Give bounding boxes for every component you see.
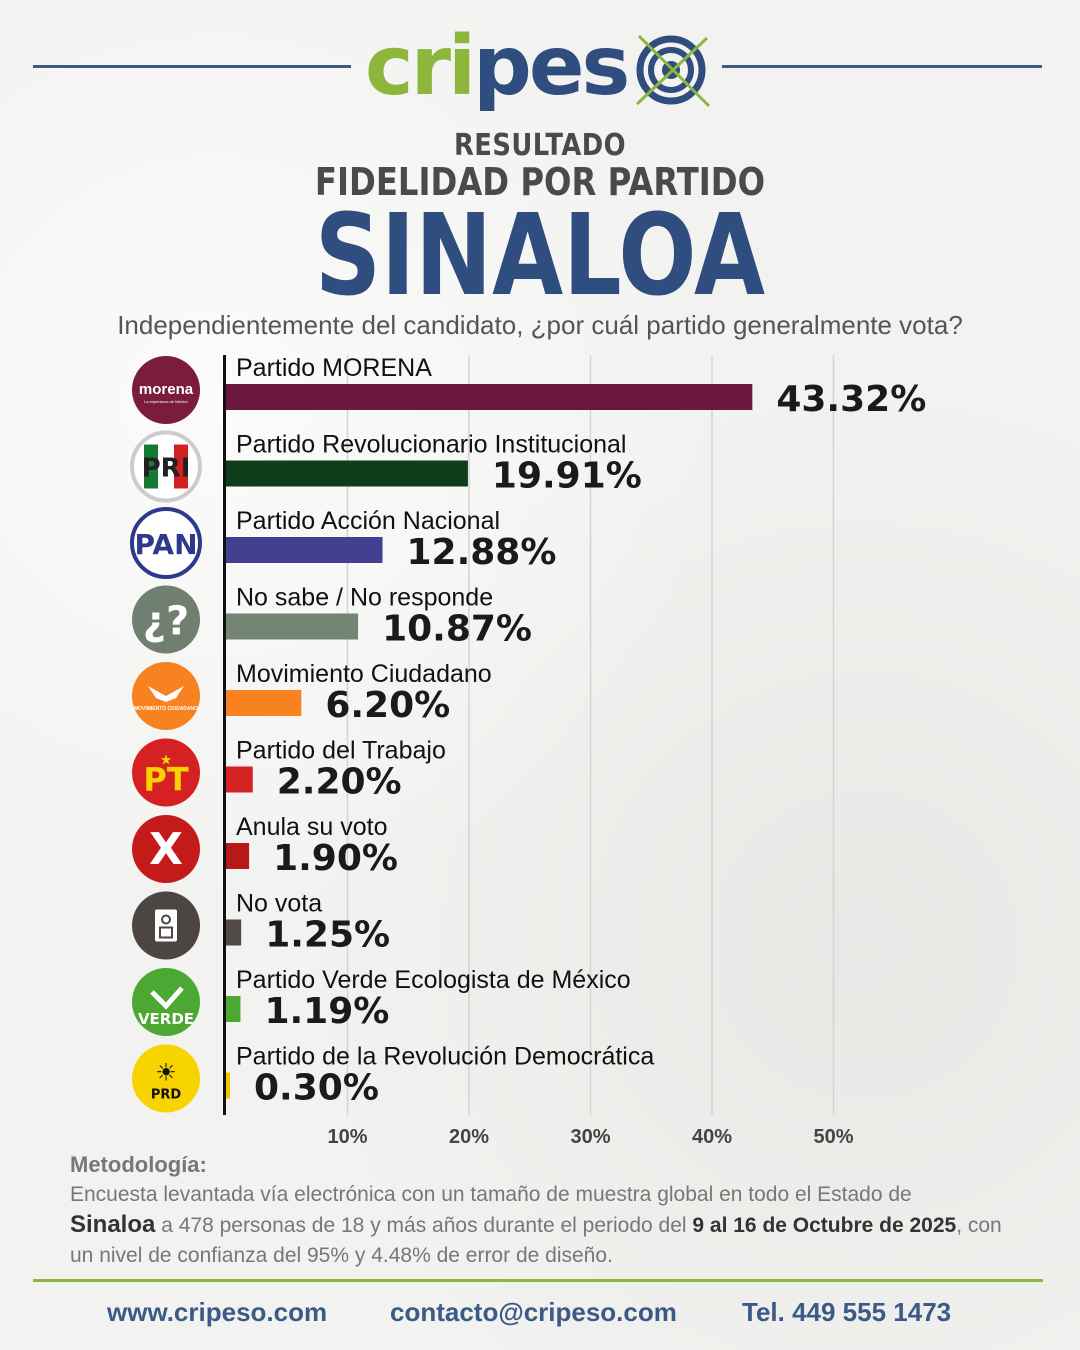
bar bbox=[226, 1072, 230, 1099]
methodology-line1: Encuesta levantada vía electrónica con u… bbox=[70, 1183, 912, 1206]
pan-logo bbox=[130, 507, 202, 579]
pt-logo-text: PT bbox=[143, 761, 188, 799]
bar-category-label: Movimiento Ciudadano bbox=[236, 660, 492, 688]
bar bbox=[226, 384, 753, 410]
question-icon bbox=[132, 585, 200, 654]
bar bbox=[226, 843, 250, 869]
question-icon-text: ¿? bbox=[143, 599, 189, 645]
methodology-text: Encuesta levantada vía electrónica con u… bbox=[70, 1180, 1020, 1271]
bar-category-label: Anula su voto bbox=[236, 813, 388, 841]
bar-category-label: Partido Revolucionario Institucional bbox=[236, 431, 627, 459]
header-line-left bbox=[33, 65, 351, 68]
sun-icon: ☀ bbox=[155, 1059, 177, 1087]
eagle-icon bbox=[148, 686, 184, 702]
bar-chart: 10% 20% 30% 40% 50% Partido MORENA 43.32% moren… bbox=[130, 354, 926, 1148]
bar-category-label: No vota bbox=[236, 890, 322, 918]
methodology-title: Metodología: bbox=[70, 1152, 207, 1177]
cross-icon bbox=[132, 815, 200, 883]
bar-value-label: 6.20% bbox=[325, 685, 450, 726]
survey-question: Independientemente del candidato, ¿por c… bbox=[117, 310, 963, 340]
title-resultado: RESULTADO bbox=[454, 128, 626, 163]
check-icon bbox=[150, 986, 184, 1010]
bar-value-label: 1.25% bbox=[265, 915, 390, 956]
x-tick-label: 50% bbox=[813, 1126, 853, 1148]
bar-value-label: 10.87% bbox=[382, 609, 532, 650]
bar-value-label: 19.91% bbox=[492, 456, 642, 497]
morena-logo-subtext: La esperanza de México bbox=[144, 399, 188, 404]
bar-value-label: 43.32% bbox=[776, 379, 926, 420]
footer-website[interactable]: www.cripeso.com bbox=[107, 1297, 328, 1327]
title-fidelidad: FIDELIDAD POR PARTIDO bbox=[314, 160, 766, 204]
ballot-box-icon bbox=[159, 926, 173, 939]
bar bbox=[226, 919, 242, 946]
bar bbox=[226, 996, 241, 1022]
bar-value-label: 2.20% bbox=[277, 762, 402, 803]
cross-icon-text: X bbox=[149, 824, 183, 875]
star-icon: ★ bbox=[160, 753, 173, 769]
methodology-mid: a 478 personas de 18 y más años durante … bbox=[155, 1214, 693, 1237]
methodology-end: , con un nivel de confianza del 95% y 4.… bbox=[70, 1214, 1002, 1267]
pan-logo-text: PAN bbox=[134, 528, 197, 561]
title-state: SINALOA bbox=[314, 191, 766, 321]
prd-logo-text: PRD bbox=[151, 1088, 182, 1103]
logo-text-cri: cri bbox=[365, 19, 476, 114]
bar-category-label: Partido Acción Nacional bbox=[236, 507, 500, 535]
methodology-block: Metodología: Encuesta levantada vía elec… bbox=[70, 1150, 1020, 1271]
footer-phone[interactable]: Tel. 449 555 1473 bbox=[742, 1297, 952, 1327]
bar-value-label: 0.30% bbox=[254, 1068, 379, 1109]
bar-value-label: 12.88% bbox=[406, 532, 556, 573]
methodology-state: Sinaloa bbox=[70, 1211, 156, 1238]
cripeso-logo: cripes bbox=[365, 22, 715, 114]
x-tick-label: 20% bbox=[449, 1126, 489, 1148]
bar bbox=[226, 460, 468, 487]
verde-logo-text: VERDE bbox=[138, 1010, 194, 1028]
bar-category-label: Partido Verde Ecologista de México bbox=[236, 966, 631, 994]
bar-category-label: Partido de la Revolución Democrática bbox=[236, 1043, 654, 1071]
bar-value-label: 1.19% bbox=[264, 991, 389, 1032]
bar-category-label: Partido del Trabajo bbox=[236, 737, 446, 765]
bar bbox=[226, 690, 302, 716]
header-line-right bbox=[722, 65, 1042, 68]
bar-value-label: 1.90% bbox=[273, 838, 398, 879]
footer-divider bbox=[33, 1279, 1043, 1282]
mc-logo-text: MOVIMIENTO CIUDADANO bbox=[134, 706, 198, 712]
morena-logo bbox=[132, 356, 200, 424]
target-icon bbox=[635, 34, 711, 108]
x-tick-label: 40% bbox=[692, 1126, 732, 1148]
bar-category-label: Partido MORENA bbox=[236, 354, 432, 382]
ballot-person-icon bbox=[161, 914, 171, 925]
pri-red-stripe bbox=[174, 444, 188, 489]
x-tick-label: 30% bbox=[570, 1126, 610, 1148]
prd-logo bbox=[132, 1044, 200, 1113]
x-tick-label: 10% bbox=[327, 1126, 367, 1148]
pri-logo-text: PRI bbox=[142, 454, 191, 484]
pri-green-stripe bbox=[144, 444, 158, 489]
bar-category-label: No sabe / No responde bbox=[236, 584, 493, 612]
bar bbox=[226, 766, 253, 793]
footer-email[interactable]: contacto@cripeso.com bbox=[390, 1297, 677, 1327]
bar bbox=[226, 537, 383, 563]
methodology-period: 9 al 16 de Octubre de 2025 bbox=[692, 1214, 957, 1237]
bar bbox=[226, 613, 359, 640]
morena-logo-text: morena bbox=[139, 381, 194, 398]
logo-text-pes: pes bbox=[473, 19, 630, 114]
pt-logo bbox=[132, 738, 200, 807]
verde-logo bbox=[132, 968, 200, 1036]
